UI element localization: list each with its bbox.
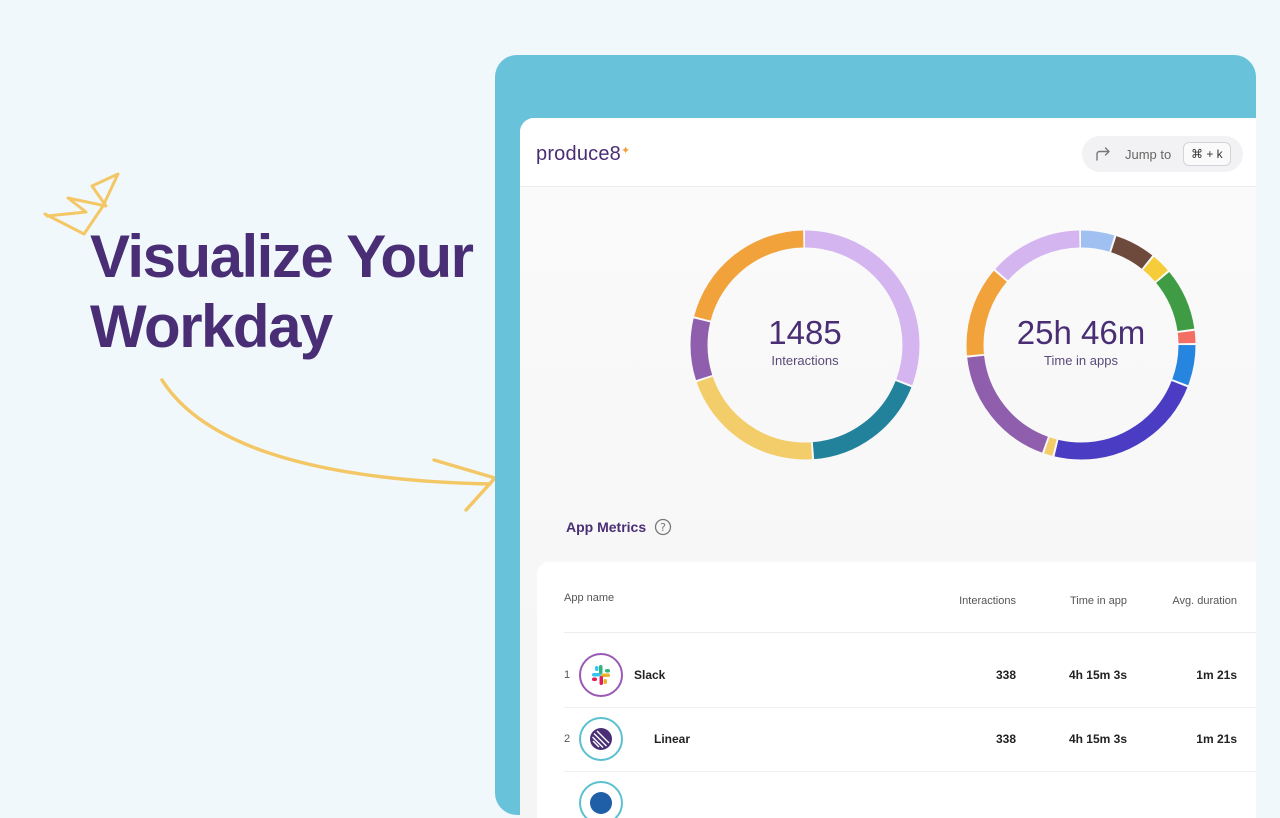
app-name: Linear [654,732,691,746]
column-header-app-name[interactable]: App name [564,592,615,604]
donut-segment[interactable] [966,230,1196,460]
interactions-label: Interactions [771,352,839,368]
logo-star-icon: ✦ [621,145,631,157]
top-bar: produce8 ✦ Jump to ⌘ + k [520,118,1256,187]
help-icon[interactable]: ? [654,518,672,536]
hero-title-line2: Workday [90,293,333,360]
jump-to-button[interactable]: Jump to ⌘ + k [1082,136,1243,172]
interactions-donut-center: 1485 Interactions [690,230,920,460]
arrow-decoration [160,378,492,486]
jump-to-label: Jump to [1125,147,1172,162]
donut-segment[interactable] [690,230,920,460]
dashboard-content: 1485 Interactions 25h 46m Time in apps A… [520,187,1256,818]
time-in-apps-donut-center: 25h 46m Time in apps [966,230,1196,460]
table-row[interactable]: 1 Slack 338 4h 15m 3s 1m [537,644,1256,708]
keyboard-shortcut: ⌘ + k [1183,142,1231,166]
interactions-donut: 1485 Interactions [690,230,920,460]
row-divider [564,707,1256,708]
interactions-value: 338 [995,668,1016,682]
share-arrow-icon [1096,147,1110,161]
row-rank: 1 [564,669,571,681]
donut-segment[interactable] [690,230,920,460]
table-row[interactable]: 2 Linear 338 4h 15m 3s 1m 21s [537,708,1256,772]
time-in-apps-total: 25h 46m [1016,313,1146,351]
interactions-total: 1485 [768,313,842,351]
time-in-apps-label: Time in apps [1044,352,1118,368]
app-metrics-table: App name Interactions Time in app Avg. d… [537,562,1256,818]
avg-duration-value: 1m 21s [1196,668,1237,682]
column-header-avg-duration[interactable]: Avg. duration [1172,595,1237,607]
interactions-value: 338 [995,732,1016,746]
donut-segment[interactable] [966,230,1196,460]
linear-icon [579,717,623,761]
slack-icon [579,653,623,697]
table-row-partial[interactable] [537,772,1256,818]
column-header-interactions[interactable]: Interactions [959,595,1016,607]
logo[interactable]: produce8 [536,143,621,165]
donut-segment[interactable] [690,230,920,460]
row-divider [564,771,1256,772]
time-in-app-value: 4h 15m 3s [1068,668,1127,682]
time-in-apps-donut-ring [966,230,1196,460]
donut-segment[interactable] [966,230,1196,460]
hero-title: Visualize Your Workday [90,222,474,362]
hero-title-line1: Visualize Your [90,223,474,290]
avg-duration-value: 1m 21s [1196,732,1237,746]
app-window: produce8 ✦ Jump to ⌘ + k 1485 Interactio… [520,118,1256,818]
interactions-donut-ring [690,230,920,460]
header-divider [564,632,1256,633]
time-in-app-value: 4h 15m 3s [1068,732,1127,746]
time-in-apps-donut: 25h 46m Time in apps [966,230,1196,460]
app-metrics-title: App Metrics [566,519,647,535]
app-name: Slack [634,668,666,682]
row-rank: 2 [564,733,571,745]
column-header-time-in-app[interactable]: Time in app [1069,595,1127,607]
svg-text:?: ? [660,521,666,534]
